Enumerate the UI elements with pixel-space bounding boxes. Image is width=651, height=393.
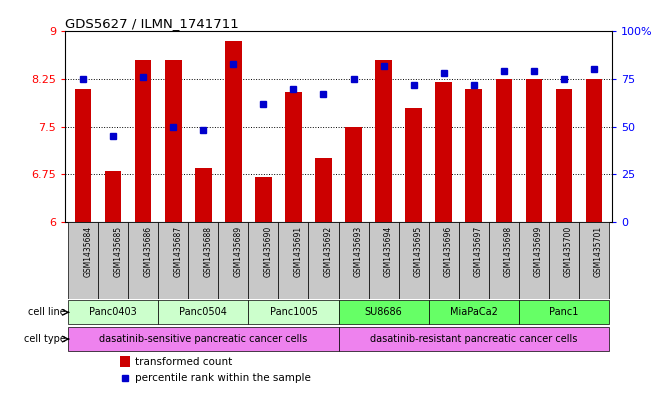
Bar (519, 300, 609, 324)
Bar (255, 177, 271, 222)
Bar (158, 222, 188, 299)
Text: MiaPaCa2: MiaPaCa2 (450, 307, 497, 317)
Bar (309, 222, 339, 299)
Bar (249, 222, 279, 299)
Text: GSM1435699: GSM1435699 (534, 226, 543, 277)
Bar (218, 222, 249, 299)
Text: SU8686: SU8686 (365, 307, 402, 317)
Bar (339, 222, 368, 299)
Bar (495, 79, 512, 222)
Text: GSM1435687: GSM1435687 (173, 226, 182, 277)
Bar (465, 88, 482, 222)
Text: percentile rank within the sample: percentile rank within the sample (135, 373, 311, 383)
Text: GSM1435697: GSM1435697 (474, 226, 483, 277)
Text: GSM1435700: GSM1435700 (564, 226, 573, 277)
Bar (459, 222, 489, 299)
Bar (586, 79, 602, 222)
Text: Panc0403: Panc0403 (89, 307, 137, 317)
Bar (525, 79, 542, 222)
Bar (376, 60, 392, 222)
Text: GDS5627 / ILMN_1741711: GDS5627 / ILMN_1741711 (65, 17, 239, 30)
Text: GSM1435694: GSM1435694 (383, 226, 393, 277)
Bar (120, 356, 130, 367)
Bar (135, 60, 152, 222)
Text: GSM1435686: GSM1435686 (143, 226, 152, 277)
Bar (68, 300, 158, 324)
Bar (75, 88, 91, 222)
Bar (345, 127, 362, 222)
Text: GSM1435690: GSM1435690 (264, 226, 272, 277)
Text: GSM1435691: GSM1435691 (294, 226, 303, 277)
Bar (549, 222, 579, 299)
Bar (158, 300, 249, 324)
Bar (68, 327, 339, 351)
Text: GSM1435689: GSM1435689 (233, 226, 242, 277)
Bar (555, 88, 572, 222)
Text: Panc1005: Panc1005 (270, 307, 318, 317)
Bar (68, 222, 98, 299)
Text: dasatinib-resistant pancreatic cancer cells: dasatinib-resistant pancreatic cancer ce… (370, 334, 577, 344)
Bar (225, 41, 242, 222)
Text: dasatinib-sensitive pancreatic cancer cells: dasatinib-sensitive pancreatic cancer ce… (99, 334, 307, 344)
Bar (398, 222, 428, 299)
Text: GSM1435695: GSM1435695 (413, 226, 422, 277)
Text: transformed count: transformed count (135, 356, 232, 367)
Bar (128, 222, 158, 299)
Text: GSM1435685: GSM1435685 (113, 226, 122, 277)
Bar (579, 222, 609, 299)
Bar (165, 60, 182, 222)
Text: GSM1435696: GSM1435696 (444, 226, 452, 277)
Text: cell type: cell type (24, 334, 66, 344)
Bar (406, 108, 422, 222)
Text: GSM1435693: GSM1435693 (353, 226, 363, 277)
Text: GSM1435692: GSM1435692 (324, 226, 333, 277)
Text: cell line: cell line (28, 307, 66, 317)
Bar (195, 168, 212, 222)
Bar (339, 300, 428, 324)
Bar (368, 222, 398, 299)
Text: GSM1435698: GSM1435698 (504, 226, 513, 277)
Text: Panc1: Panc1 (549, 307, 579, 317)
Bar (188, 222, 218, 299)
Bar (489, 222, 519, 299)
Bar (279, 222, 309, 299)
Bar (285, 92, 301, 222)
Bar (428, 300, 519, 324)
Bar (519, 222, 549, 299)
Bar (105, 171, 122, 222)
Text: GSM1435684: GSM1435684 (83, 226, 92, 277)
Bar (339, 327, 609, 351)
Text: Panc0504: Panc0504 (180, 307, 227, 317)
Text: GSM1435688: GSM1435688 (203, 226, 212, 277)
Bar (315, 158, 332, 222)
Bar (249, 300, 339, 324)
Text: GSM1435701: GSM1435701 (594, 226, 603, 277)
Bar (428, 222, 459, 299)
Bar (436, 82, 452, 222)
Bar (98, 222, 128, 299)
